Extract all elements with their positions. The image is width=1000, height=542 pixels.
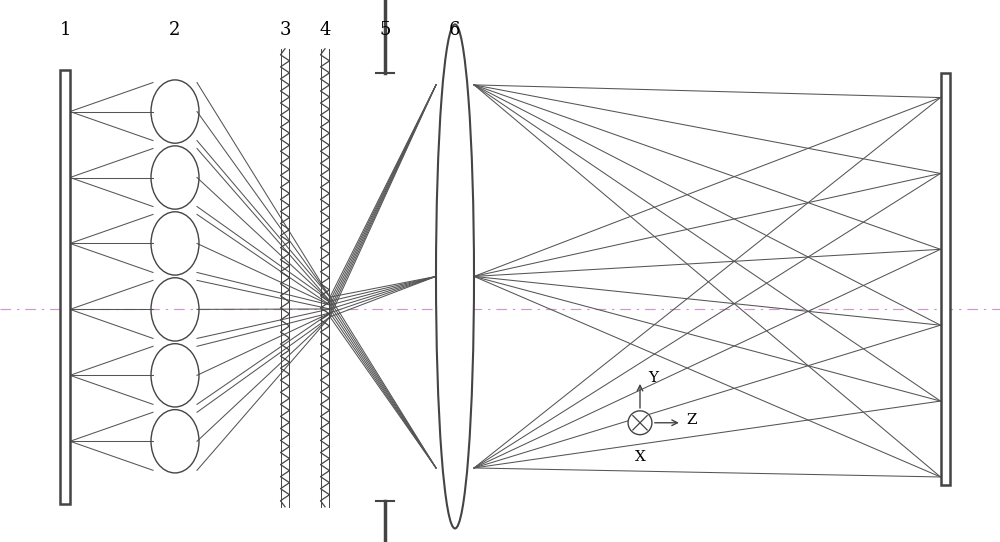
Text: 4: 4 — [319, 21, 331, 39]
Text: X: X — [635, 450, 645, 464]
Ellipse shape — [436, 24, 474, 528]
Text: 2: 2 — [169, 21, 181, 39]
Bar — [940, 73, 950, 485]
Text: Y: Y — [648, 371, 658, 385]
Text: Z: Z — [687, 413, 697, 427]
Text: 1: 1 — [59, 21, 71, 39]
Text: 5: 5 — [379, 21, 391, 39]
Bar — [60, 70, 70, 504]
Text: 3: 3 — [279, 21, 291, 39]
Circle shape — [628, 411, 652, 435]
Text: 6: 6 — [449, 21, 461, 39]
